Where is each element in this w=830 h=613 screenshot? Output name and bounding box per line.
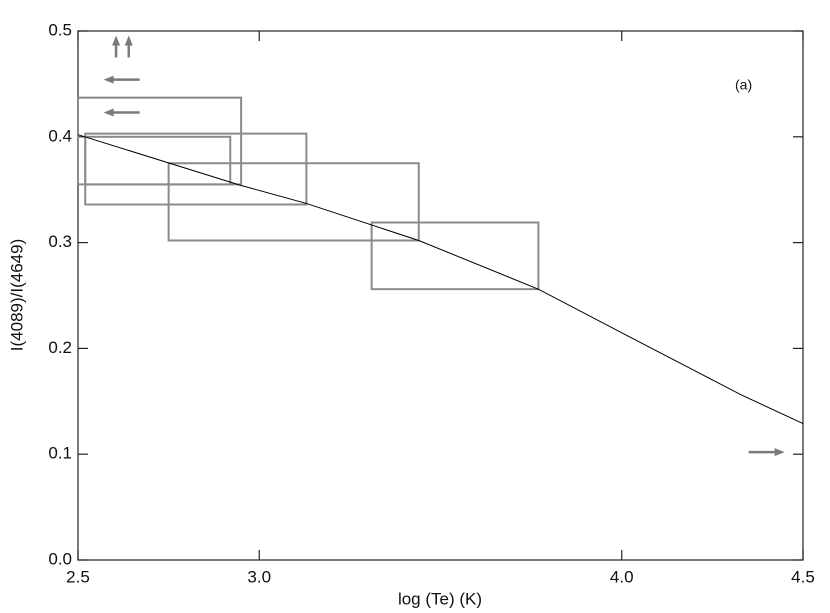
curve [77,134,804,424]
error-box [77,96,243,186]
y-tick-label: 0.5 [48,20,72,39]
limit-arrow [124,35,133,58]
error-box [167,162,420,242]
y-tick-label: 0.0 [48,549,72,568]
arrow-head [124,35,133,46]
limit-arrow [748,448,785,457]
y-axis-label: I(4089)/I(4649) [7,239,26,351]
y-tick-label: 0.4 [48,126,72,145]
y-tick-label: 0.1 [48,444,72,463]
x-axis-label: log (Te) (K) [398,589,482,608]
arrow-head [103,75,114,84]
error-box [370,221,540,291]
plot-frame [77,30,804,561]
limit-arrow [103,108,140,117]
x-tick-label: 4.5 [791,567,815,586]
limit-arrow [103,75,140,84]
error-box [84,132,308,206]
y-tick-label: 0.2 [48,338,72,357]
y-tick-label: 0.3 [48,232,72,251]
annotation: (a) [735,77,752,93]
x-tick-label: 4.0 [610,567,634,586]
x-tick-label: 2.5 [66,567,90,586]
arrow-head [103,108,114,117]
arrow-head [112,35,121,46]
limit-arrow [112,35,121,58]
x-tick-label: 3.0 [247,567,271,586]
arrow-head [774,448,785,457]
